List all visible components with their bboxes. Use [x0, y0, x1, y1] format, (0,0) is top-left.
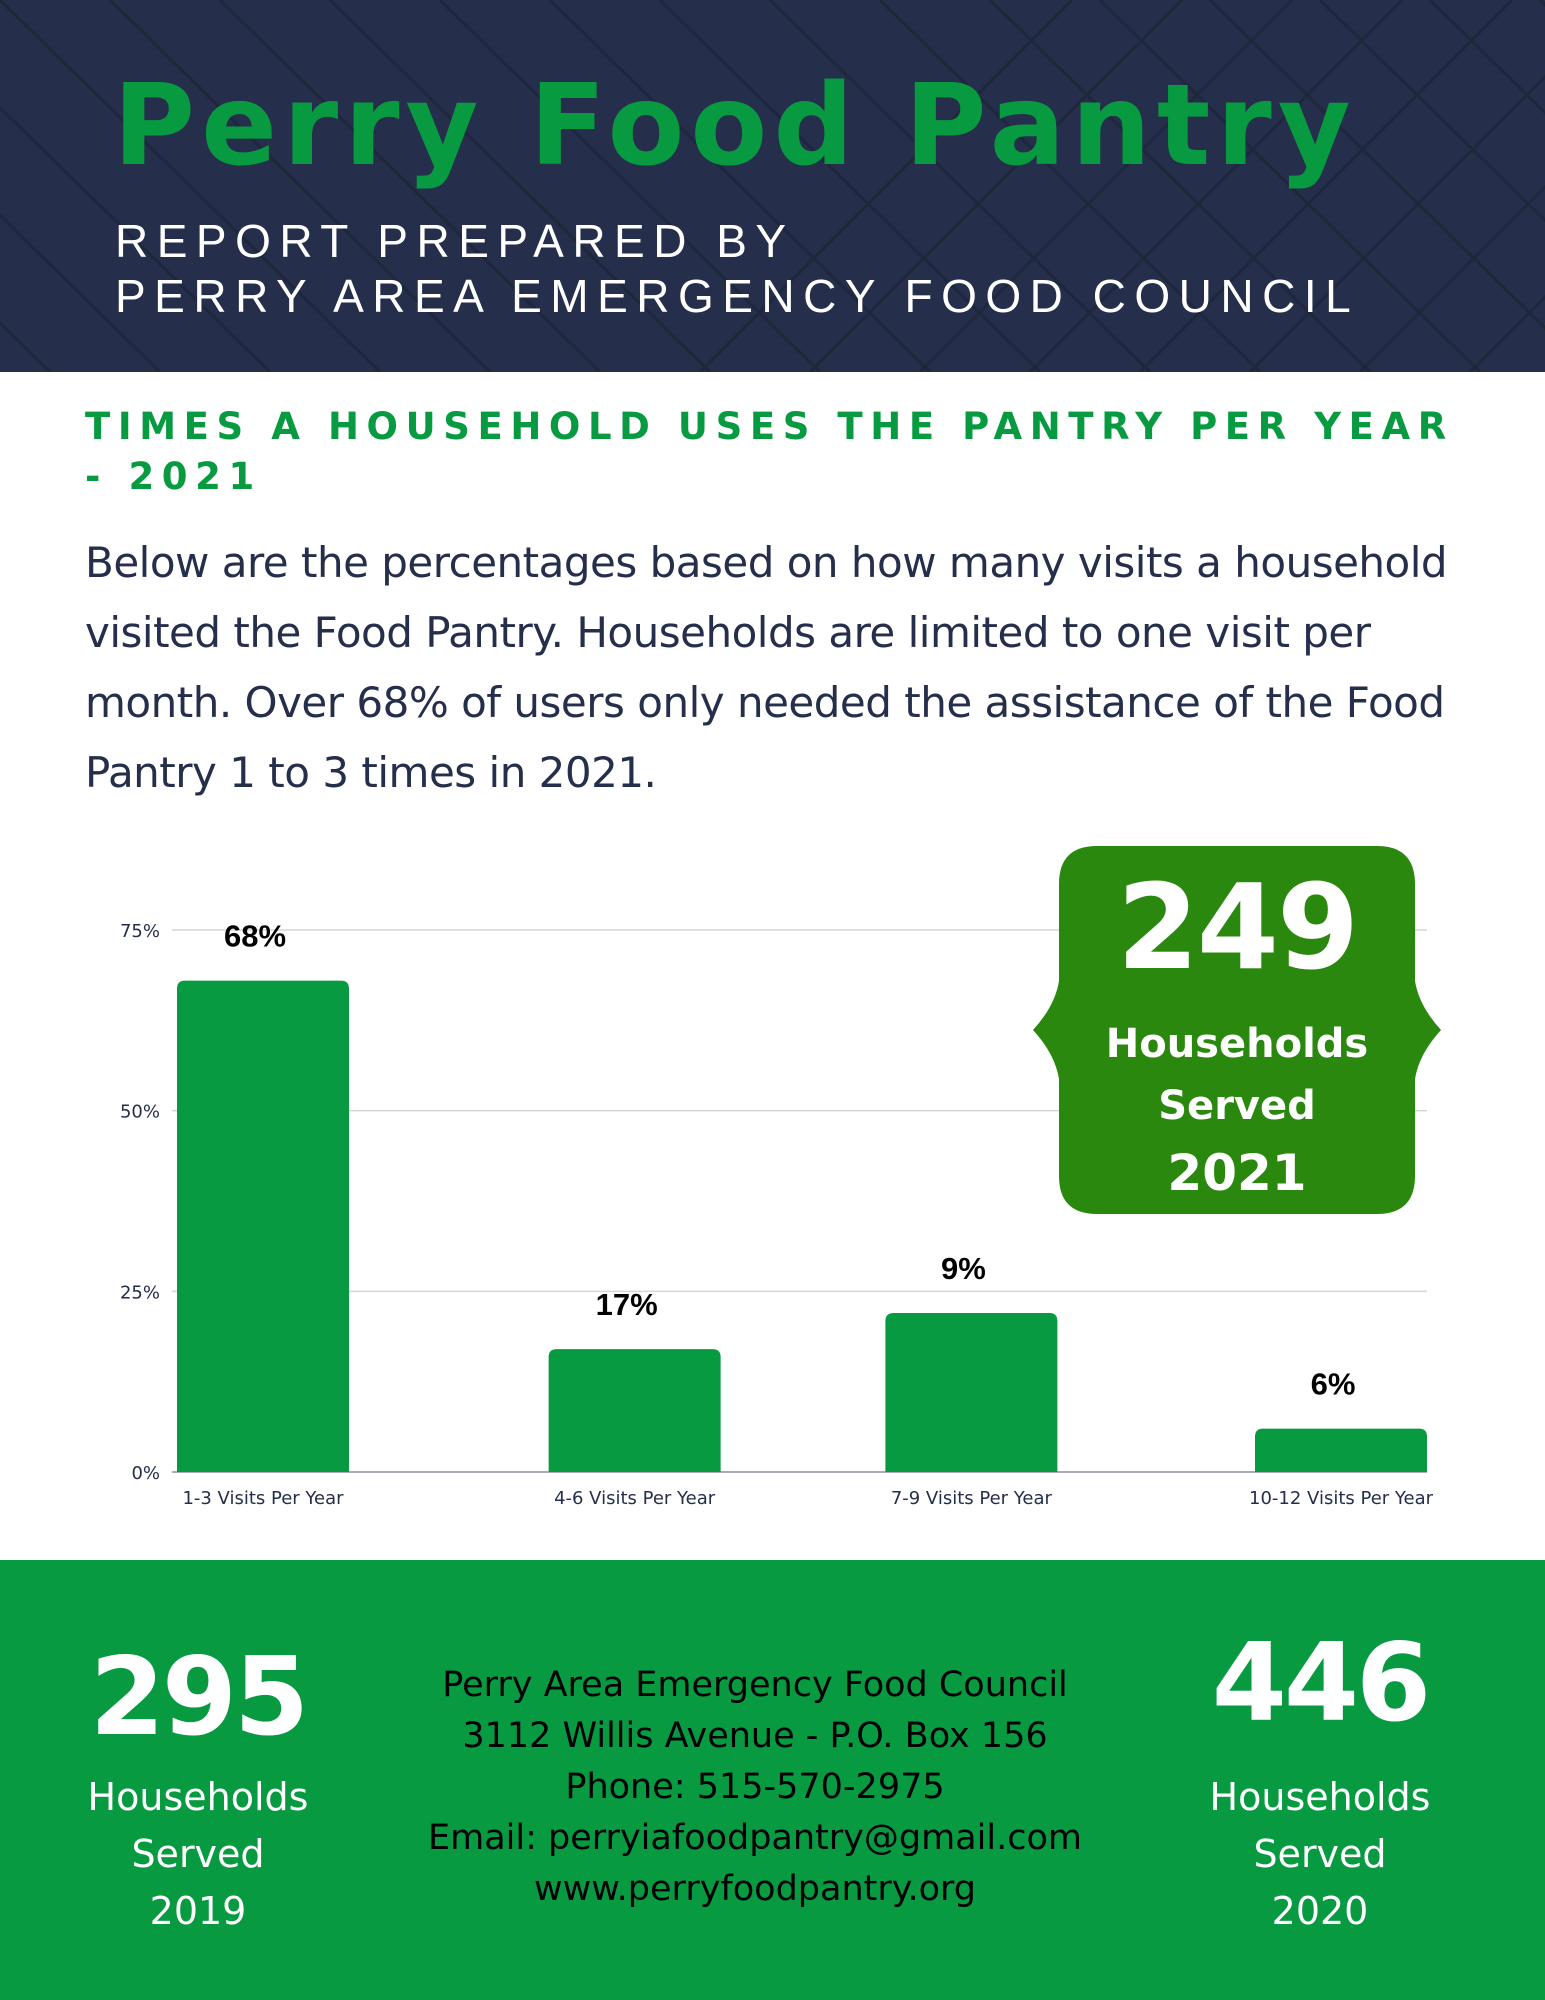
subtitle-line-2: PERRY AREA EMERGENCY FOOD COUNCIL	[115, 270, 1360, 322]
contact-info: Perry Area Emergency Food Council 3112 W…	[375, 1660, 1135, 1915]
y-tick-label: 50%	[120, 1102, 160, 1123]
contact-email[interactable]: Email: perryiafoodpantry@gmail.com	[428, 1818, 1082, 1858]
y-tick-label: 75%	[120, 921, 160, 942]
contact-phone[interactable]: Phone: 515-570-2975	[565, 1767, 945, 1807]
stat-2020-number: 446	[1211, 1621, 1431, 1746]
badge-background	[1033, 846, 1441, 1214]
badge-label-served: Served	[1158, 1083, 1316, 1129]
data-label: 6%	[1311, 1367, 1356, 1402]
chart-canvas: 0% 25% 50% 75% 68% 1-3 Visits Per Year 17% 4-6 …	[120, 919, 1434, 1509]
header-stripe	[1138, 0, 1514, 372]
stat-2020-label-year: 2020	[1271, 1889, 1369, 1933]
y-tick-label: 25%	[120, 1282, 160, 1303]
stat-2019-label-households: Households	[87, 1775, 309, 1819]
x-tick-label: 1-3 Visits Per Year	[182, 1488, 344, 1509]
header-stripe	[1098, 0, 1482, 372]
subtitle-line-1: REPORT PREPARED BY	[115, 215, 795, 267]
header-stripe	[658, 0, 1042, 372]
badge-label-year: 2021	[1167, 1144, 1307, 1202]
header-stripe	[1208, 0, 1545, 331]
x-tick-label: 4-6 Visits Per Year	[554, 1488, 716, 1509]
stat-2019-label-served: Served	[131, 1832, 265, 1876]
header-stripe	[1248, 74, 1545, 372]
bar	[177, 980, 349, 1472]
header-banner: Perry Food Pantry REPORT PREPARED BY PER…	[0, 0, 1545, 372]
contact-website[interactable]: www.perryfoodpantry.org	[534, 1869, 976, 1909]
intro-paragraph: Below are the percentages based on how m…	[85, 538, 1448, 797]
bar	[548, 1349, 721, 1472]
stat-2020-label-served: Served	[1253, 1832, 1387, 1876]
bar	[1255, 1428, 1427, 1472]
bar	[885, 1313, 1058, 1472]
badge-label-households: Households	[1105, 1021, 1369, 1067]
header-stripe	[1428, 0, 1545, 115]
data-label: 9%	[941, 1251, 986, 1286]
header-stripe	[0, 320, 52, 372]
header-stripe	[808, 0, 1184, 372]
stat-2019-label-year: 2019	[149, 1889, 247, 1933]
header-stripe	[0, 105, 272, 372]
badge-number: 249	[1116, 858, 1359, 996]
y-tick-label: 0%	[131, 1463, 160, 1484]
section-heading: TIMES A HOUSEHOLD USES THE PANTRY PER YE…	[85, 405, 1454, 498]
header-stripe	[218, 0, 602, 372]
header-stripe	[878, 0, 1262, 372]
contact-org: Perry Area Emergency Food Council	[442, 1665, 1068, 1705]
badge-shape	[1033, 846, 1441, 1214]
households-2021-badge: 249 Households Served 2021	[1027, 846, 1447, 1214]
stat-2020-label-households: Households	[1209, 1775, 1431, 1819]
header-stripe	[328, 0, 712, 372]
header-stripe	[548, 0, 932, 372]
header-stripe	[698, 0, 1074, 372]
bar-chart: 0% 25% 50% 75% 68% 1-3 Visits Per Year 17% 4-6 …	[0, 880, 1545, 1520]
diagonal-stripe-pattern	[0, 0, 1545, 372]
contact-address: 3112 Willis Avenue - P.O. Box 156	[462, 1716, 1048, 1756]
x-tick-label: 7-9 Visits Per Year	[891, 1488, 1053, 1509]
header-stripe	[108, 0, 492, 372]
x-tick-label: 10-12 Visits Per Year	[1249, 1488, 1434, 1509]
data-label: 68%	[224, 919, 286, 954]
header-stripe	[0, 0, 382, 372]
page-title: Perry Food Pantry	[113, 61, 1357, 191]
data-label: 17%	[596, 1287, 658, 1322]
header-stripe	[768, 0, 1152, 372]
stat-2019-number: 295	[89, 1635, 309, 1760]
header-stripe	[1318, 0, 1545, 223]
header-stripe	[1028, 0, 1404, 372]
footer: 295 Households Served 2019 Perry Area Em…	[0, 1560, 1545, 2000]
header-stripe	[1358, 184, 1545, 372]
header-stripe	[988, 0, 1372, 372]
header-stripe	[438, 0, 822, 372]
header-stripe	[0, 213, 162, 372]
header-stripe	[918, 0, 1294, 372]
header-stripe	[1468, 294, 1545, 372]
